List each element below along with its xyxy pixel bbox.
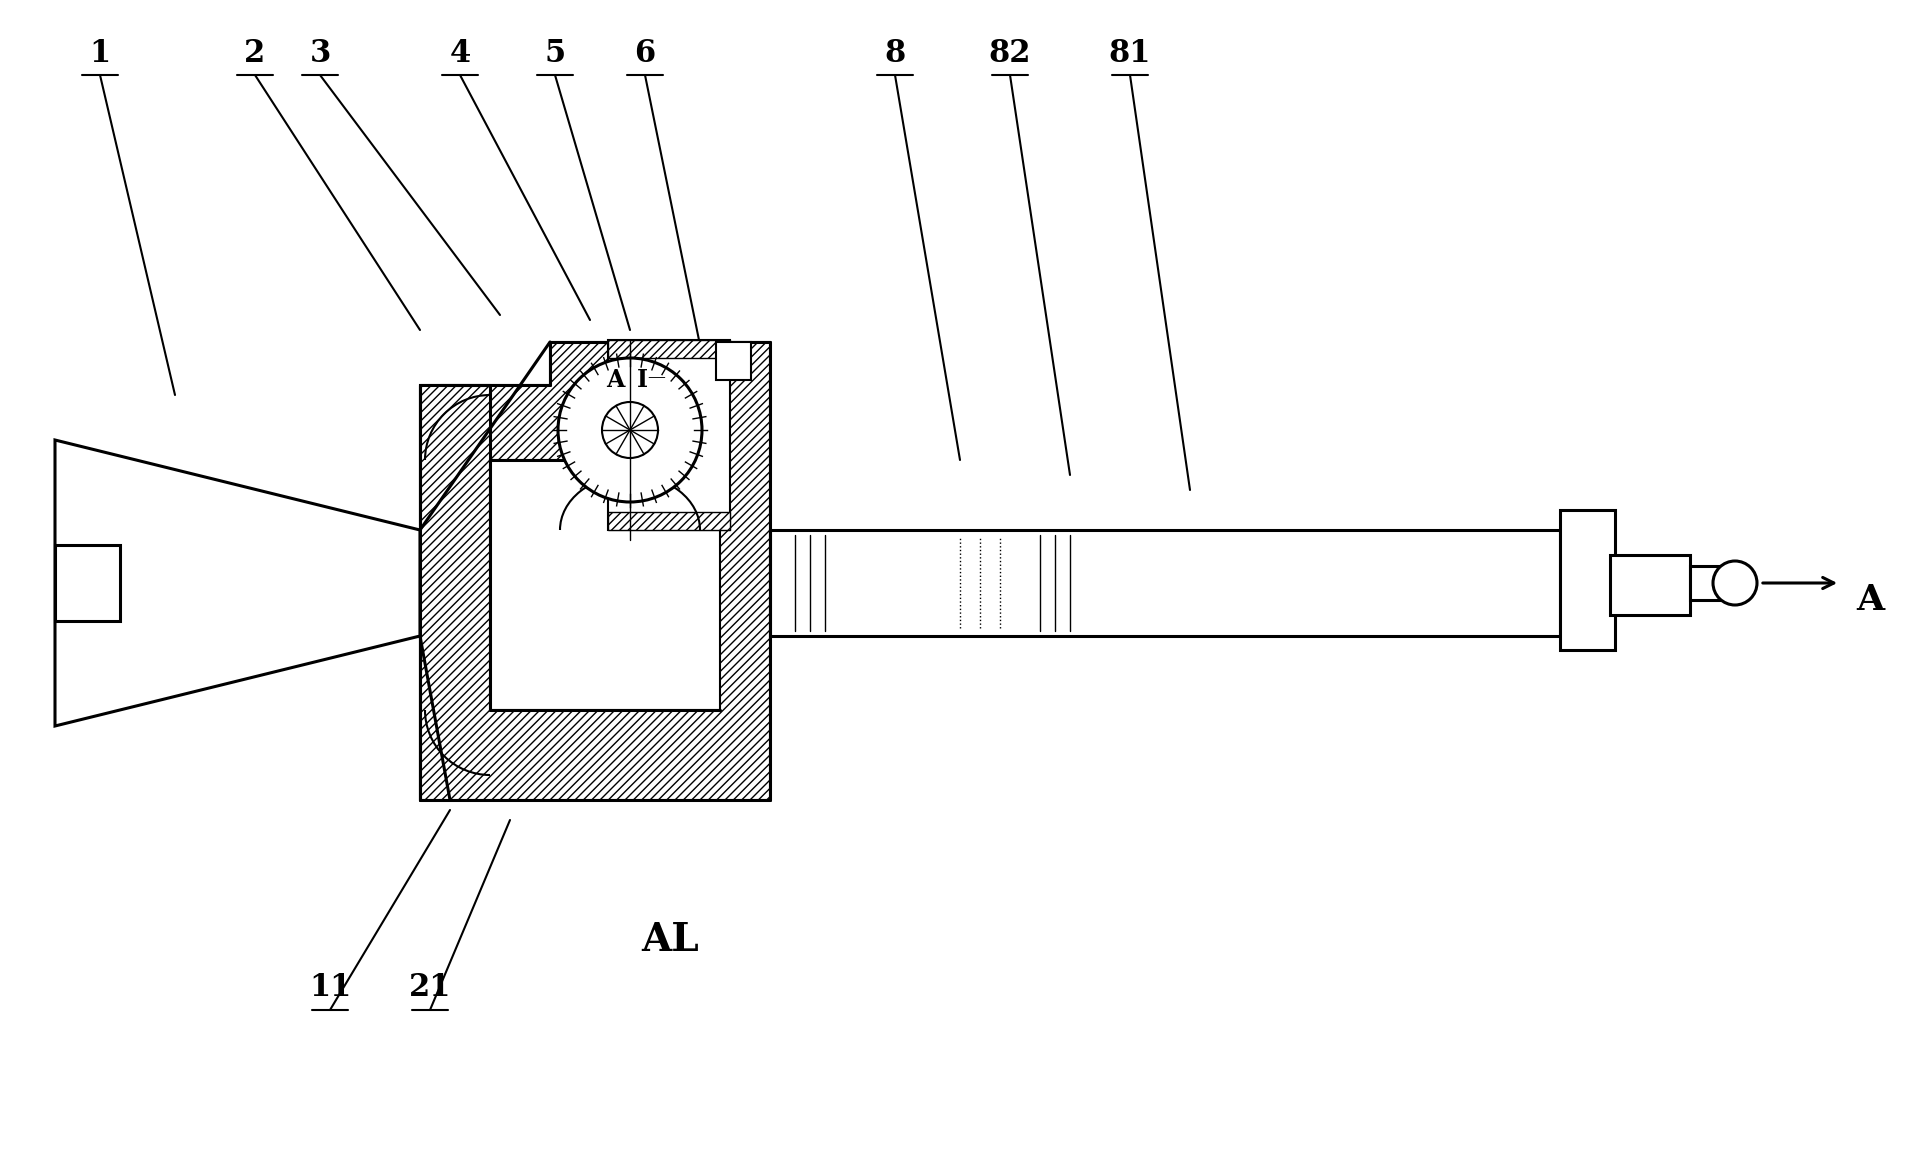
Text: —: — bbox=[647, 368, 664, 386]
Bar bbox=[1609, 555, 1690, 614]
Bar bbox=[608, 340, 730, 531]
Bar bbox=[1559, 510, 1615, 649]
Text: 2: 2 bbox=[244, 37, 266, 69]
Text: A: A bbox=[606, 368, 626, 392]
Circle shape bbox=[1713, 561, 1758, 605]
Polygon shape bbox=[56, 440, 420, 726]
Text: 6: 6 bbox=[635, 37, 656, 69]
Text: 81: 81 bbox=[1109, 37, 1151, 69]
Bar bbox=[608, 340, 730, 358]
Text: I: I bbox=[637, 368, 649, 392]
Text: 8: 8 bbox=[884, 37, 905, 69]
Polygon shape bbox=[420, 342, 770, 800]
Text: 11: 11 bbox=[308, 972, 350, 1004]
Text: 21: 21 bbox=[408, 972, 450, 1004]
Text: A: A bbox=[1856, 583, 1885, 617]
Text: 4: 4 bbox=[449, 37, 470, 69]
Text: 5: 5 bbox=[545, 37, 566, 69]
Bar bbox=[56, 545, 119, 621]
Bar bbox=[770, 531, 1559, 635]
Circle shape bbox=[558, 358, 703, 503]
Text: 3: 3 bbox=[310, 37, 331, 69]
Text: AL: AL bbox=[641, 921, 699, 958]
Bar bbox=[716, 342, 751, 380]
Circle shape bbox=[603, 402, 658, 458]
Bar bbox=[608, 512, 730, 531]
Text: 82: 82 bbox=[989, 37, 1032, 69]
Text: 1: 1 bbox=[89, 37, 110, 69]
Bar bbox=[1690, 566, 1721, 600]
Bar bbox=[491, 461, 720, 710]
